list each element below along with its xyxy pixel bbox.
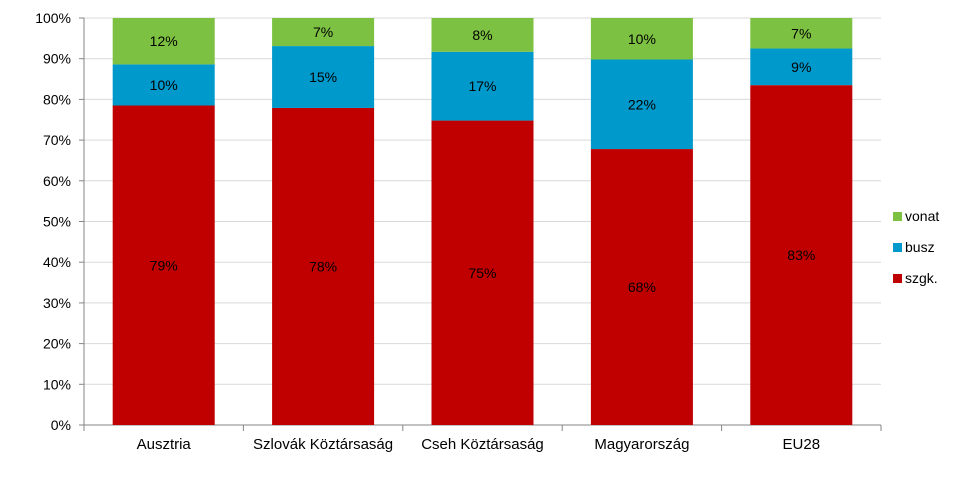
bar-segment [431,51,534,121]
bar-segment [590,59,693,150]
bar-segment [431,18,534,52]
y-tick-label: 50% [43,214,71,230]
bar-segment [750,48,853,86]
data-label: 78% [309,258,337,274]
data-label: 75% [468,265,496,281]
legend-swatch [893,243,902,252]
data-label: 7% [313,24,333,40]
bar-segment [272,46,375,108]
y-tick-label: 20% [43,336,71,352]
bar-segment [112,105,215,425]
x-category-label: Ausztria [137,436,192,453]
data-label: 79% [150,257,178,273]
data-label: 83% [787,247,815,263]
data-label: 10% [628,31,656,47]
data-label: 7% [791,25,811,41]
legend-label: vonat [905,208,939,224]
y-tick-label: 60% [43,173,71,189]
legend-label: busz [905,239,935,255]
y-tick-label: 70% [43,132,71,148]
data-label: 22% [628,96,656,112]
data-label: 8% [472,27,492,43]
legend-swatch [893,274,902,283]
y-tick-label: 40% [43,254,71,270]
data-label: 17% [468,78,496,94]
bar-segment [112,18,215,65]
bar-segment [272,18,375,47]
y-tick-label: 10% [43,376,71,392]
bar-segment [750,85,853,425]
data-label: 12% [150,33,178,49]
bar-segment [590,18,693,60]
x-category-label: Cseh Köztársaság [421,436,544,453]
bar-segment [272,107,375,426]
x-category-label: Magyarország [594,436,689,453]
data-label: 68% [628,279,656,295]
y-tick-label: 80% [43,91,71,107]
data-label: 9% [791,59,811,75]
bar-segment [590,149,693,425]
legend-label: szgk. [905,270,938,286]
data-label: 15% [309,69,337,85]
x-category-label: Szlovák Köztársaság [253,436,393,453]
y-tick-label: 30% [43,295,71,311]
bar-segment [431,120,534,426]
data-label: 10% [150,77,178,93]
legend-swatch [893,212,902,221]
x-category-label: EU28 [783,436,821,453]
y-tick-label: 0% [51,417,71,433]
y-tick-label: 100% [35,10,71,26]
bar-segment [750,18,853,49]
bar-segment [112,64,215,106]
y-tick-label: 90% [43,51,71,67]
